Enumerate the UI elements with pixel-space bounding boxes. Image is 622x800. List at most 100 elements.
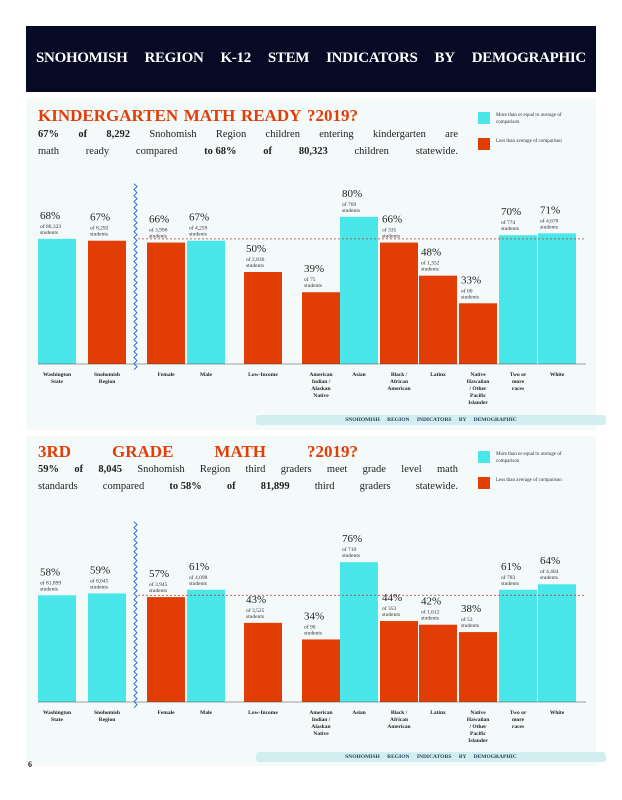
bar-value-label: 61% [501, 561, 521, 573]
section-summary: 59% of 8,045 Snohomish Region third graders mee… [38, 461, 458, 495]
text-word: Snohomish [137, 464, 185, 475]
bar [538, 233, 576, 364]
bar-sub-label: of 8,045 [90, 577, 109, 584]
category-label: races [512, 386, 524, 392]
category-label: Alaskan [311, 724, 330, 730]
text-word: BY [434, 50, 456, 66]
text-word: KINDERGARTEN [38, 106, 179, 125]
text-word: DEMOGRAPHIC [471, 50, 587, 66]
text-word: REGION [144, 50, 204, 66]
text-word: INDICATORS [326, 50, 418, 66]
bar-sub-label: of 1,612 [421, 609, 440, 616]
bar-sub-label: of 353 [382, 605, 396, 612]
category-label: / Other [469, 724, 488, 730]
bar [187, 240, 225, 364]
bar [147, 242, 185, 364]
bar-value-label: 71% [540, 204, 560, 216]
text-word: grade [362, 464, 386, 475]
bar [419, 275, 457, 364]
bar-sub-label: students [421, 616, 439, 622]
bar-sub-label: of 4,098 [189, 574, 208, 581]
bar-value-label: 33% [461, 274, 481, 286]
bar-value-label: 43% [246, 594, 266, 606]
text-word: statewide. [415, 481, 458, 492]
bar-sub-label: of 2,836 [246, 256, 265, 263]
legend-item-below: Less than average of comparison [478, 477, 576, 489]
bar-sub-label: students [304, 283, 322, 289]
category-label: American [309, 372, 332, 378]
bar-sub-label: students [149, 234, 167, 240]
bar [499, 235, 537, 364]
text-word: compared [102, 481, 145, 492]
text-word: READY [240, 106, 302, 125]
section-footer-bar: SNOHOMISH REGION INDICATORS BY DEMOGRAPH… [256, 415, 606, 425]
text-word: of [78, 129, 88, 140]
category-label: Hawaiian [467, 717, 490, 723]
category-label: Snohomish [94, 372, 120, 378]
section-summary: 67% of 8,292 Snohomish Region children enterin… [38, 126, 458, 160]
category-label: Black / [391, 372, 408, 378]
text-word: math [437, 464, 458, 475]
kindergarten-section: KINDERGARTEN MATH READY ?2019? 67% of 8,292 Sn… [26, 98, 606, 430]
text-word: 3RD [38, 442, 72, 461]
text-word: 59% [38, 464, 59, 475]
category-label: Native [470, 710, 486, 716]
legend-label: More than or equal to average of compari… [496, 113, 562, 125]
bar-sub-label: students [421, 267, 439, 273]
text-word: 80,323 [298, 146, 328, 157]
bar-chart: 58%of 81,899studentsWashingtonState59%of… [38, 521, 586, 744]
bar-value-label: 38% [461, 603, 481, 615]
bar [302, 639, 340, 702]
text-word: of [74, 464, 84, 475]
category-label: more [512, 379, 525, 385]
text-word: 81,899 [260, 481, 290, 492]
page-number: 6 [28, 760, 32, 769]
category-label: Latinx [430, 710, 446, 716]
legend-label: More than or equal to average of compari… [496, 452, 562, 464]
category-label: Asian [352, 372, 365, 378]
section-footer-bar: SNOHOMISH REGION INDICATORS BY DEMOGRAPH… [256, 752, 606, 762]
bar-sub-label: of 4,259 [189, 225, 208, 232]
bar-sub-label: students [342, 208, 360, 214]
bar [419, 624, 457, 702]
category-label: State [51, 379, 63, 385]
bar-value-label: 80% [342, 188, 362, 200]
category-label: White [550, 372, 565, 378]
category-label: Asian [352, 710, 365, 716]
text-word: STEM [267, 50, 310, 66]
bar [459, 632, 497, 702]
text-word: ready [85, 146, 110, 157]
page-title: SNOHOMISH REGION K-12 STEM INDICATORS BY DEMOG… [36, 50, 586, 67]
category-label: State [51, 717, 63, 723]
bar-sub-label: of 60 [461, 287, 473, 294]
category-label: Two or [510, 710, 527, 716]
bar-value-label: 58% [40, 566, 60, 578]
category-label: Low-Income [248, 710, 278, 716]
category-label: Islander [468, 400, 488, 406]
bar-value-label: 68% [40, 210, 60, 222]
category-label: Native [313, 731, 329, 737]
legend-label: Less than average of comparison [496, 478, 562, 483]
bar-sub-label: of 3,996 [149, 227, 168, 234]
text-word: level [401, 464, 422, 475]
text-word: K-12 [220, 50, 251, 66]
bar-sub-label: of 1,352 [421, 260, 440, 267]
bar-value-label: 39% [304, 263, 324, 275]
legend-swatch [478, 477, 490, 489]
legend-item-above: More than or equal to average of compari… [478, 451, 576, 465]
bar [499, 589, 537, 702]
category-label: African [390, 379, 408, 385]
bar-sub-label: students [90, 232, 108, 238]
text-word: of [263, 146, 273, 157]
category-label: Indian / [312, 717, 331, 723]
category-label: Female [157, 372, 175, 378]
bar-sub-label: of 75 [304, 276, 316, 283]
text-word: children [265, 129, 300, 140]
category-label: Female [157, 710, 175, 716]
bar-sub-label: students [501, 226, 519, 232]
bar-sub-label: students [246, 263, 264, 269]
bar [340, 216, 378, 364]
category-label: / Other [469, 386, 488, 392]
legend-label: Less than average of comparison [496, 139, 562, 144]
text-word: Snohomish [149, 129, 197, 140]
